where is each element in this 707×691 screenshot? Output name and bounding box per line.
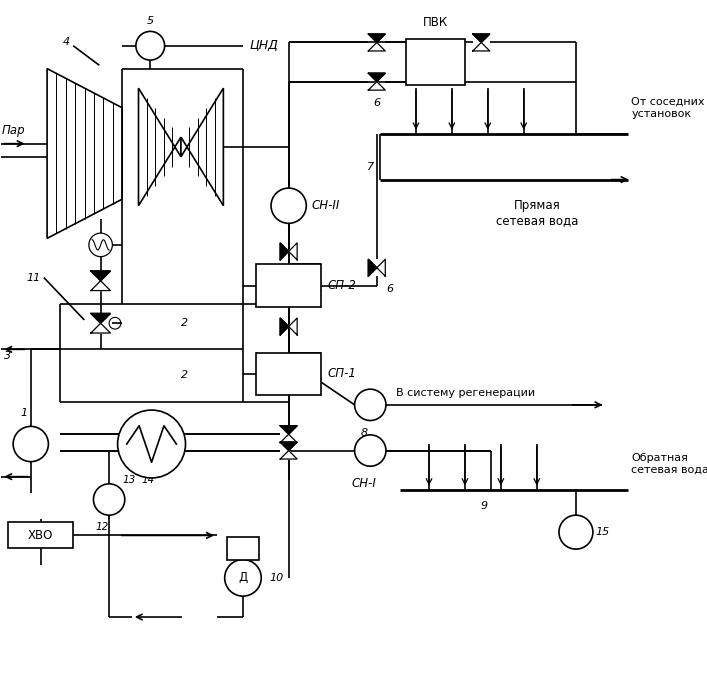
Text: ЦНД: ЦНД [250, 39, 279, 53]
Text: 9: 9 [481, 501, 488, 511]
Polygon shape [280, 451, 297, 459]
Polygon shape [280, 426, 297, 434]
Polygon shape [280, 434, 297, 443]
Bar [227, 537, 259, 560]
Polygon shape [181, 88, 223, 206]
Polygon shape [473, 42, 490, 51]
Polygon shape [280, 442, 297, 451]
Text: 15: 15 [595, 527, 609, 537]
Polygon shape [90, 314, 110, 323]
Polygon shape [368, 259, 377, 276]
Polygon shape [368, 82, 385, 90]
Text: В систему регенерации: В систему регенерации [397, 388, 535, 398]
Text: Прямая
сетевая вода: Прямая сетевая вода [496, 199, 578, 227]
Text: 6: 6 [373, 98, 380, 108]
Circle shape [559, 515, 593, 549]
Text: 2: 2 [180, 319, 188, 328]
Polygon shape [288, 318, 297, 335]
Text: 4: 4 [63, 37, 70, 48]
Polygon shape [368, 34, 385, 42]
Text: 7: 7 [367, 162, 374, 171]
Text: 14: 14 [141, 475, 155, 485]
Text: 6: 6 [387, 284, 394, 294]
Polygon shape [280, 243, 288, 260]
Circle shape [355, 389, 386, 421]
Bar [256, 265, 321, 307]
Bar [256, 352, 321, 395]
Text: 1: 1 [21, 408, 28, 418]
Circle shape [13, 426, 48, 462]
Text: СН-I: СН-I [351, 477, 376, 490]
Circle shape [271, 188, 306, 223]
Text: 12: 12 [96, 522, 109, 532]
Polygon shape [139, 88, 181, 206]
Text: 10: 10 [269, 573, 284, 583]
Text: Обратная
сетевая вода: Обратная сетевая вода [631, 453, 707, 475]
Circle shape [355, 435, 386, 466]
Text: 5: 5 [146, 16, 154, 26]
Text: 3: 3 [4, 351, 11, 361]
Circle shape [225, 560, 262, 596]
Text: 11: 11 [27, 272, 41, 283]
Polygon shape [288, 243, 297, 260]
Polygon shape [280, 318, 288, 335]
Polygon shape [377, 259, 385, 276]
Polygon shape [47, 68, 122, 238]
Polygon shape [90, 271, 110, 281]
Circle shape [136, 31, 165, 60]
Text: ХВО: ХВО [28, 529, 53, 542]
Text: 13: 13 [122, 475, 135, 485]
Text: 8: 8 [360, 428, 368, 437]
Polygon shape [90, 281, 110, 291]
Bar [407, 39, 465, 85]
Text: СП-2: СП-2 [328, 279, 357, 292]
Text: От соседних
установок: От соседних установок [631, 97, 705, 119]
Text: 2: 2 [180, 370, 188, 381]
Bar [8, 522, 74, 549]
Polygon shape [368, 42, 385, 51]
Text: СН-II: СН-II [312, 199, 340, 212]
Text: Д: Д [238, 571, 247, 585]
Polygon shape [368, 73, 385, 82]
Text: Пар: Пар [1, 124, 25, 137]
Circle shape [117, 410, 185, 478]
Polygon shape [90, 323, 110, 333]
Polygon shape [473, 34, 490, 42]
Text: ПВК: ПВК [423, 17, 448, 30]
Circle shape [93, 484, 125, 515]
Text: СП-1: СП-1 [328, 368, 357, 380]
